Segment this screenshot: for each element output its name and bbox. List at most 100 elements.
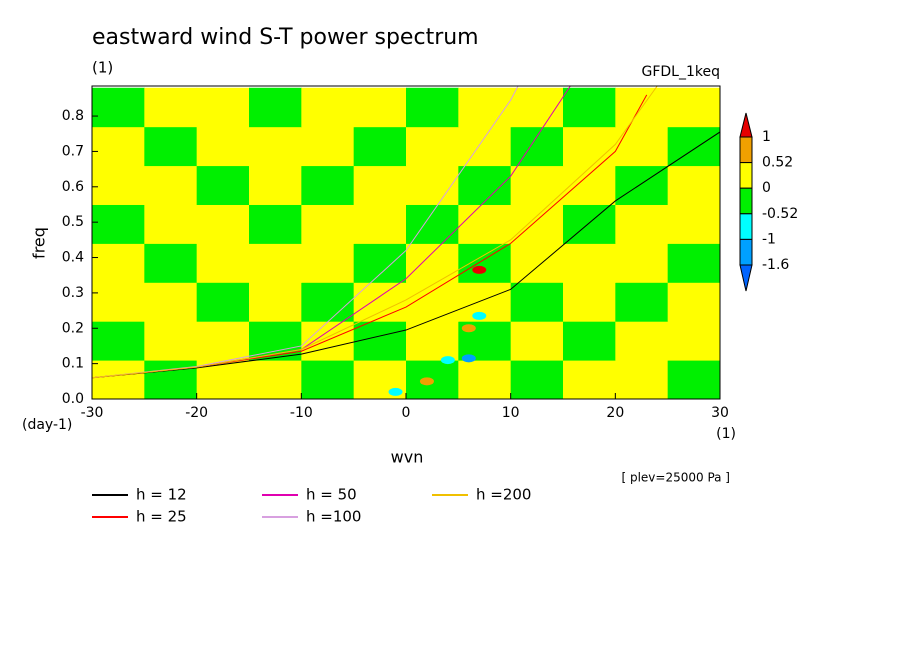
x-axis-label: wvn	[391, 448, 424, 467]
field-cell	[92, 87, 145, 128]
field-cell	[249, 87, 302, 128]
field-cell	[667, 360, 720, 399]
feature	[388, 387, 403, 396]
chart-title: eastward wind S-T power spectrum	[92, 25, 479, 50]
y-tick-label: 0.7	[62, 143, 84, 159]
y-tick-label: 0.0	[62, 391, 84, 407]
y-tick-label: 0.2	[62, 320, 84, 336]
legend-label: h = 25	[136, 508, 187, 526]
field-cell	[144, 243, 198, 283]
colorbar-segment	[739, 187, 753, 215]
field-cell	[458, 87, 512, 128]
field-cell	[615, 282, 669, 322]
field-cell	[406, 165, 459, 205]
field-cell	[92, 204, 145, 244]
field-cell	[458, 360, 512, 399]
feature	[461, 354, 476, 363]
field-cell	[196, 126, 250, 167]
y-tick-label: 0.6	[62, 179, 84, 195]
field-cell	[406, 126, 459, 167]
field-cell	[353, 165, 407, 205]
field-cell	[510, 126, 564, 167]
field-cell	[144, 204, 198, 244]
field-cell	[144, 87, 198, 128]
legend-label: h = 12	[136, 486, 187, 504]
field-cell	[615, 126, 669, 167]
dispersion-curve	[92, 86, 658, 379]
field-cell	[563, 360, 616, 399]
field-cell	[301, 360, 355, 399]
field-cell	[615, 204, 669, 244]
field-cell	[196, 321, 250, 361]
x-tick-label: -10	[290, 405, 313, 421]
field-cell	[353, 282, 407, 322]
field-cell	[92, 321, 145, 361]
field-cell	[92, 126, 145, 167]
colorbar-label: 0.52	[762, 155, 793, 171]
field-cell	[406, 243, 459, 283]
colorbar-segment	[739, 213, 753, 240]
field-cell	[458, 204, 512, 244]
colorbar-label: 0	[762, 180, 771, 196]
field-cell	[301, 165, 355, 205]
field-cell	[563, 243, 616, 283]
field-cell	[406, 87, 459, 128]
dispersion-curve	[92, 131, 720, 379]
field-cell	[249, 243, 302, 283]
field-cell	[144, 165, 198, 205]
field-cell	[510, 321, 564, 361]
colorbar-cap	[739, 264, 753, 292]
y-tick-label: 0.4	[62, 250, 84, 266]
field-cell	[249, 282, 302, 322]
field-cell	[301, 282, 355, 322]
colorbar-segment	[739, 162, 753, 189]
dispersion-curve	[92, 86, 519, 379]
y-axis-label: freq	[30, 227, 49, 259]
field-cell	[510, 165, 564, 205]
field-cell	[458, 243, 512, 283]
field-cell	[667, 165, 720, 205]
field-cell	[92, 165, 145, 205]
field-cell	[249, 204, 302, 244]
field-cell	[667, 243, 720, 283]
field-cell	[196, 204, 250, 244]
x-tick-label: 20	[606, 405, 624, 421]
legend-label: h =200	[476, 486, 531, 504]
field-cell	[196, 87, 250, 128]
x-tick-label: 0	[402, 405, 411, 421]
field-cell	[458, 165, 512, 205]
y-tick-label: 0.3	[62, 285, 84, 301]
field-cell	[510, 87, 564, 128]
colorbar-label: -1	[762, 231, 776, 247]
field-cell	[144, 282, 198, 322]
y-tick-label: 0.8	[62, 108, 84, 124]
field-cell	[92, 243, 145, 283]
field-cell	[510, 282, 564, 322]
field-cell	[510, 204, 564, 244]
x-tick-label: -20	[185, 405, 208, 421]
field-cell	[563, 321, 616, 361]
feature	[440, 356, 455, 365]
field-cell	[353, 87, 407, 128]
field-cell	[144, 321, 198, 361]
field-cell	[249, 360, 302, 399]
y-unit: (day-1)	[22, 417, 72, 433]
field-cell	[301, 87, 355, 128]
field-cell	[458, 126, 512, 167]
colorbar-segment	[739, 136, 753, 164]
field-cell	[615, 243, 669, 283]
field-cell	[406, 204, 459, 244]
field-cell	[249, 165, 302, 205]
field-cell	[667, 204, 720, 244]
field-cell	[196, 165, 250, 205]
colorbar-label: -0.52	[762, 206, 798, 222]
field-cell	[353, 243, 407, 283]
field-cell	[301, 126, 355, 167]
field-cell	[249, 126, 302, 167]
feature	[472, 265, 487, 274]
field-cell	[301, 204, 355, 244]
legend-label: h =100	[306, 508, 361, 526]
field-cell	[353, 204, 407, 244]
field-cell	[92, 282, 145, 322]
field-cell	[615, 321, 669, 361]
